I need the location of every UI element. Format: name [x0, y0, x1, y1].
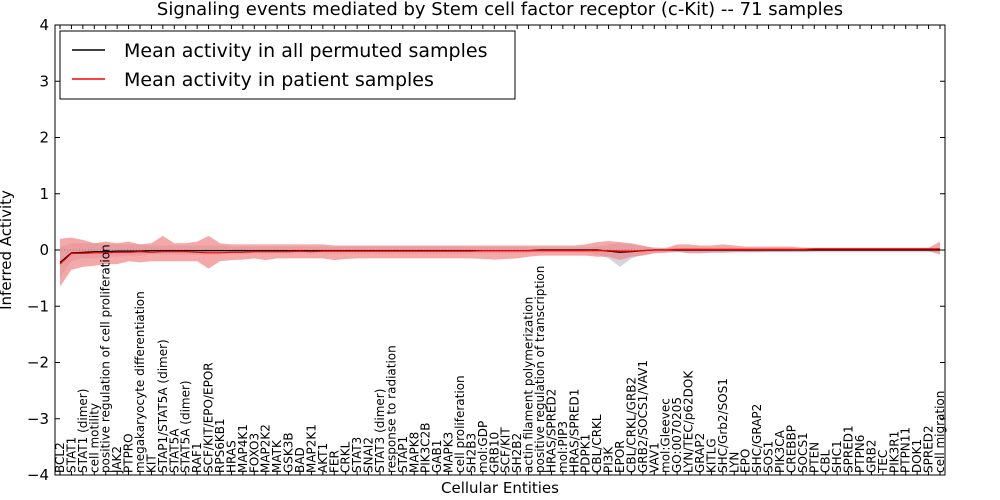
x-category-label: SHC1 — [830, 440, 844, 473]
x-category-label: SPRED1 — [842, 425, 856, 473]
legend-box — [59, 30, 516, 100]
x-category-label: PIK3C2B — [419, 422, 433, 473]
x-category-label: response to radiation — [384, 345, 398, 473]
x-category-label: GO:0070205 — [670, 397, 684, 473]
x-category-label: SOCS1 — [796, 432, 810, 473]
x-category-label: SCF/KIT — [499, 427, 513, 473]
x-category-label: KITLG — [704, 438, 718, 473]
x-category-label: LYN/TEC/p62DOK — [682, 370, 696, 473]
x-category-label: TEC — [876, 450, 890, 474]
x-category-label: SH2B2 — [510, 433, 524, 473]
x-category-label: KIT — [144, 454, 158, 473]
x-category-label: MAP4K1 — [236, 424, 250, 473]
y-tick-label: −3 — [27, 410, 49, 428]
x-category-label: FER — [327, 450, 341, 473]
x-category-label: megakaryocyte differentiation — [133, 291, 147, 473]
x-category-label: HRAS/SPRED2 — [544, 389, 558, 473]
x-category-label: RPS6KB1 — [213, 418, 227, 473]
x-category-label: MAPK8 — [407, 432, 421, 473]
y-axis-title: Inferred Activity — [0, 190, 15, 310]
y-tick-label: −1 — [27, 297, 49, 315]
y-tick-label: −2 — [27, 354, 49, 372]
x-category-label: cell migration — [933, 391, 947, 473]
x-category-label: STAT5A (dimer) — [179, 380, 193, 473]
x-category-label: BCL2 — [53, 442, 67, 473]
x-category-label: MAPK3 — [442, 432, 456, 473]
x-category-label: HRAS — [224, 440, 238, 473]
x-category-label: STAP1/STAT5A (dimer) — [156, 339, 170, 473]
x-category-label: SHC/Grb2/SOS1 — [716, 378, 730, 473]
chart-title: Signaling events mediated by Stem cell f… — [157, 0, 843, 20]
x-category-label: SPRED2 — [922, 425, 936, 473]
x-category-label: STAP1 — [396, 436, 410, 473]
x-category-label: PIK3R1 — [887, 431, 901, 473]
x-category-label: positive regulation of cell proliferatio… — [99, 244, 113, 473]
x-category-label: AKT1 — [316, 443, 330, 473]
x-category-label: cell motility — [87, 403, 101, 473]
x-category-label: GAB1 — [430, 440, 444, 473]
x-category-label: MAP2K2 — [259, 424, 273, 473]
x-category-label: mol:PIP3 — [556, 421, 570, 473]
y-tick-label: 3 — [39, 72, 49, 90]
x-category-label: PTPN6 — [853, 435, 867, 473]
x-category-label: STAT3 — [350, 437, 364, 473]
legend: Mean activity in all permuted samples Mea… — [59, 30, 516, 100]
x-category-label: SOS1 — [762, 441, 776, 473]
x-category-label: SHC/GRAP2 — [750, 404, 764, 473]
y-tick-label: 1 — [39, 185, 49, 203]
y-tick-label: 2 — [39, 129, 49, 147]
x-category-label: mol:Gleevec — [659, 398, 673, 473]
x-category-label: CREBBP — [784, 425, 798, 473]
patient-samples-mean-line — [59, 248, 940, 265]
x-category-label: PDPK1 — [579, 434, 593, 473]
x-category-label: GSK3B — [282, 432, 296, 473]
x-category-label: STAT1 (dimer) — [76, 389, 90, 473]
x-category-label: SH2B3 — [464, 433, 478, 473]
x-category-label: CRKL — [339, 441, 353, 473]
x-category-label: CBL/CRKL/GRB2 — [624, 377, 638, 473]
x-category-label: GRB2/SOCS1/VAV1 — [636, 360, 650, 473]
x-category-label: JAK2 — [110, 446, 124, 474]
y-tick-label: −4 — [27, 466, 49, 484]
x-category-label: DOK1 — [910, 439, 924, 473]
x-category-label: PIK3CA — [773, 429, 787, 473]
x-category-label: VAV1 — [647, 442, 661, 473]
x-category-label: PI3K — [602, 446, 616, 473]
y-tick-label: 4 — [39, 16, 49, 34]
x-category-label: MAP2K1 — [304, 424, 318, 473]
x-category-label: GRB10 — [487, 432, 501, 473]
x-category-label: HRAS/SPRED1 — [567, 389, 581, 473]
x-category-label: GRB2 — [864, 439, 878, 473]
x-category-label: EPOR — [613, 440, 627, 473]
x-category-label: PTEN — [807, 442, 821, 473]
x-category-label: RAF1 — [190, 442, 204, 473]
x-category-label: FOXO3 — [247, 433, 261, 473]
x-axis-title: Cellular Entities — [441, 479, 559, 497]
x-category-label: positive regulation of transcription — [533, 266, 547, 473]
y-tick-label: 0 — [39, 241, 49, 259]
patient-samples-band — [60, 235, 940, 287]
x-category-label: BAD — [293, 447, 307, 473]
x-category-label: cell proliferation — [453, 375, 467, 473]
legend-label: Mean activity in patient samples — [124, 69, 434, 91]
x-category-label: PTPRO — [122, 433, 136, 473]
x-category-label: STAT5A — [167, 428, 181, 473]
legend-label: Mean activity in all permuted samples — [124, 40, 487, 62]
x-category-label: STAT3 (dimer) — [373, 389, 387, 473]
x-category-label: actin filament polymerization — [522, 297, 536, 473]
x-category-label: PTPN11 — [899, 427, 913, 473]
x-category-label: SNAI2 — [362, 437, 376, 473]
x-category-label: MATK — [270, 439, 284, 473]
x-category-label: mol:GDP — [476, 421, 490, 473]
x-category-label: LYN — [727, 452, 741, 473]
x-category-label: STAT1 — [64, 437, 78, 473]
x-category-label: SCF/KIT/EPO/EPOR — [202, 362, 216, 473]
x-category-label: CBL/CRKL — [590, 414, 604, 473]
x-category-label: CBL — [819, 449, 833, 473]
x-category-label: EPO — [739, 449, 753, 473]
x-category-label: GRAP2 — [693, 433, 707, 473]
